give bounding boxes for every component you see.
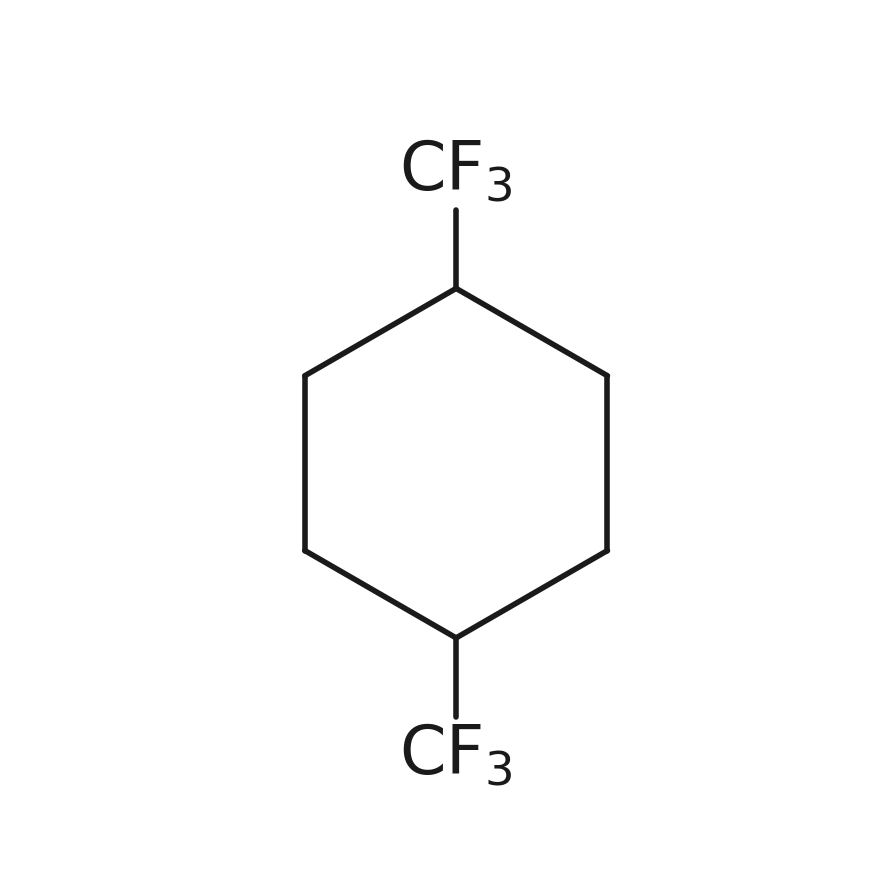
Text: $\mathregular{CF_3}$: $\mathregular{CF_3}$ [400, 138, 513, 204]
Text: $\mathregular{CF_3}$: $\mathregular{CF_3}$ [400, 722, 513, 789]
